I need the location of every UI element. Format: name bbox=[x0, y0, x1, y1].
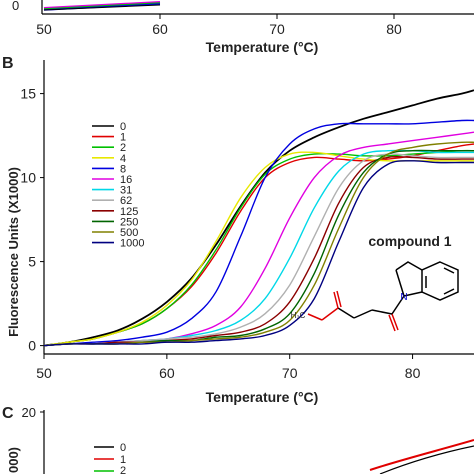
panel-b-x-ticks: 50 60 70 80 bbox=[36, 354, 421, 381]
panel-c-legend: 0 1 2 bbox=[94, 442, 126, 474]
panel-a-xtick-80: 80 bbox=[386, 21, 402, 37]
methyl-label: H₃C bbox=[291, 311, 306, 320]
panel-b-xtick-label-60: 60 bbox=[159, 365, 175, 381]
panel-a-xtick-70: 70 bbox=[269, 21, 285, 37]
panel-b-xtick-label-70: 70 bbox=[282, 365, 298, 381]
panel-a-xtick-50: 50 bbox=[36, 21, 52, 37]
panel-b-letter: B bbox=[2, 55, 14, 72]
nitrogen-atom-label: N bbox=[400, 292, 407, 303]
legend-label-125: 125 bbox=[120, 206, 138, 218]
panel-a-ytick-0: 0 bbox=[12, 0, 19, 13]
legend-label-8: 8 bbox=[120, 163, 126, 175]
legend-label-31: 31 bbox=[120, 185, 132, 197]
panel-b-ylabel: Fluorescence Units (X1000) bbox=[6, 167, 21, 337]
panel-b-y-ticks: 0 5 10 15 bbox=[20, 86, 44, 354]
legend-label-4: 4 bbox=[120, 153, 126, 165]
panel-c-ylabel: 000) bbox=[6, 447, 21, 473]
panel-a-curves-stub bbox=[43, 1, 161, 11]
panel-b-series bbox=[43, 89, 474, 347]
panel-c-legend-label-2: 2 bbox=[120, 465, 126, 474]
panel-b-ytick-label-5: 5 bbox=[28, 254, 36, 270]
panel-b-ytick-label-0: 0 bbox=[28, 338, 36, 354]
legend-label-1000: 1000 bbox=[120, 238, 144, 250]
panel-b-compound-label: compound 1 bbox=[368, 233, 451, 249]
series-line-1000 bbox=[43, 160, 474, 347]
panel-c-ytick-label: 20 bbox=[22, 405, 36, 420]
panel-a: 0 50 60 70 80 Temperature (°C) bbox=[12, 0, 474, 55]
panel-b-ytick-label-15: 15 bbox=[20, 86, 36, 102]
legend-label-16: 16 bbox=[120, 174, 132, 186]
panel-a-xlabel: Temperature (°C) bbox=[206, 39, 319, 55]
series-line-125 bbox=[43, 155, 474, 347]
panel-b-ytick-label-10: 10 bbox=[20, 170, 36, 186]
series-line-62 bbox=[43, 153, 474, 347]
panel-c-legend-label-0: 0 bbox=[120, 442, 126, 454]
legend-label-1: 1 bbox=[120, 132, 126, 144]
panel-b-xtick-label-50: 50 bbox=[36, 365, 52, 381]
panel-b-xlabel: Temperature (°C) bbox=[206, 389, 319, 405]
series-line-0 bbox=[43, 89, 474, 347]
legend-label-500: 500 bbox=[120, 227, 138, 239]
indoline-amide-ester-icon bbox=[307, 261, 459, 332]
panel-a-xtick-60: 60 bbox=[152, 21, 168, 37]
legend-label-250: 250 bbox=[120, 216, 138, 228]
series-line-8 bbox=[43, 119, 474, 347]
panel-b-xtick-label-80: 80 bbox=[405, 365, 421, 381]
panel-c-curves-stub bbox=[369, 439, 474, 474]
legend-label-2: 2 bbox=[120, 142, 126, 154]
legend-label-0: 0 bbox=[120, 121, 126, 133]
panel-c-legend-label-1: 1 bbox=[120, 454, 126, 466]
panel-c-letter: C bbox=[2, 405, 14, 422]
panel-c: C 20 000) 0 1 2 bbox=[2, 405, 474, 474]
legend-label-62: 62 bbox=[120, 195, 132, 207]
